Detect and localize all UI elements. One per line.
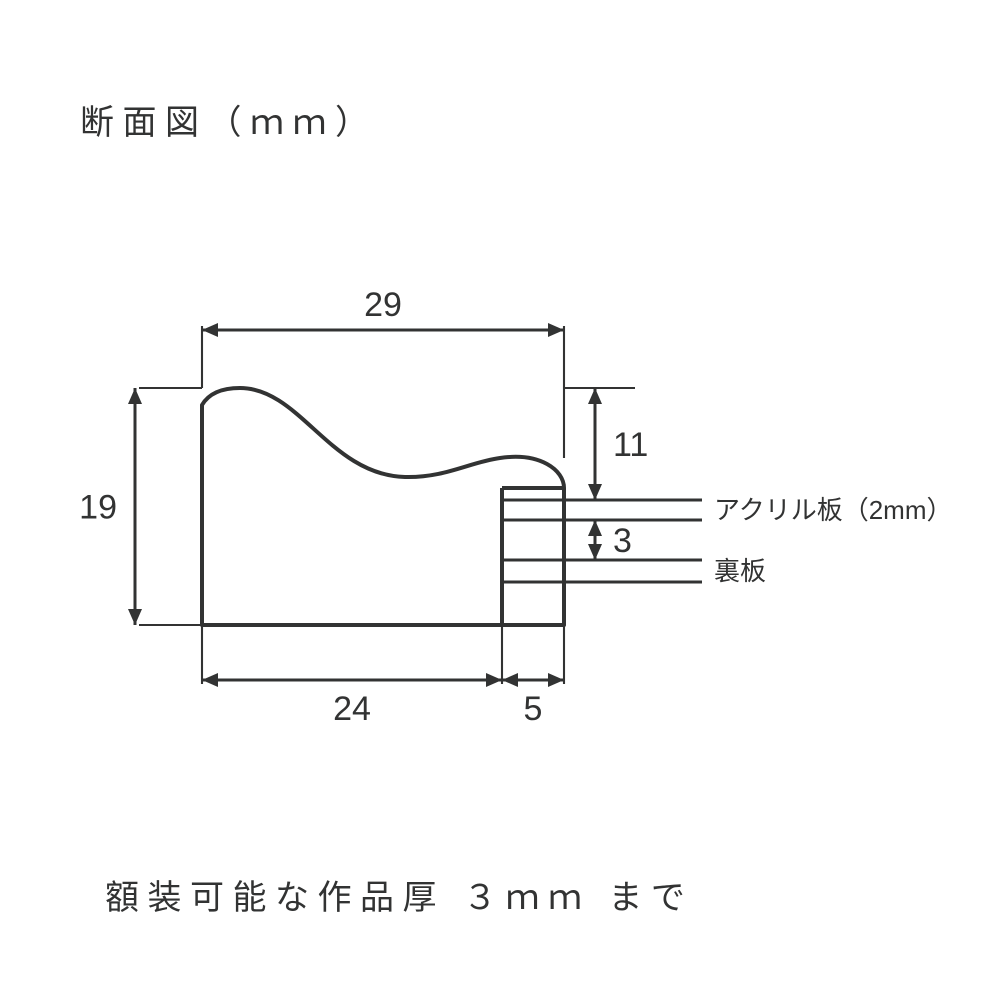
- svg-text:19: 19: [79, 488, 117, 526]
- svg-text:29: 29: [364, 286, 402, 324]
- cross-section-diagram: アクリル板（2mm） 裏板 29 19 11 3 24 5: [0, 0, 1000, 1000]
- footer-note: 額装可能な作品厚 ３ｍｍ まで: [105, 870, 693, 919]
- acrylic-plate: [502, 500, 702, 520]
- diagram-title: 断面図（ｍｍ）: [80, 95, 378, 144]
- acrylic-label: アクリル板（2mm）: [714, 495, 952, 525]
- svg-text:11: 11: [613, 426, 648, 464]
- frame-profile-outline: [202, 388, 564, 625]
- back-plate: [502, 560, 702, 582]
- svg-text:5: 5: [524, 690, 543, 728]
- svg-text:24: 24: [333, 690, 371, 728]
- svg-text:3: 3: [613, 522, 632, 560]
- back-label: 裏板: [714, 556, 766, 586]
